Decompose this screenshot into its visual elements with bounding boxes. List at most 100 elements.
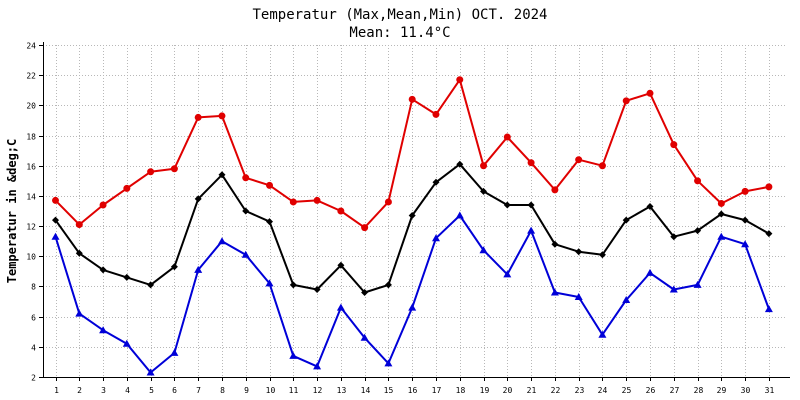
data-point-min (479, 246, 488, 254)
data-point-mean (266, 218, 273, 226)
y-tick-label: 10 (26, 253, 36, 262)
x-tick-label: 13 (337, 386, 347, 395)
x-tick-label: 16 (408, 386, 418, 395)
data-point-min (717, 232, 726, 240)
x-tick-label: 9 (244, 386, 249, 395)
data-point-min (99, 326, 108, 334)
data-point-min (384, 359, 393, 367)
data-point-min (764, 305, 773, 313)
chart-subtitle: Mean: 11.4°C (349, 25, 450, 41)
data-point-min (622, 296, 631, 303)
data-point-max (670, 141, 678, 149)
x-tick-label: 30 (741, 386, 751, 395)
data-point-max (313, 196, 321, 204)
data-point-max (741, 187, 749, 195)
data-point-mean (694, 227, 702, 235)
data-point-max (242, 174, 250, 182)
data-point-mean (242, 207, 250, 215)
series-layer (51, 76, 773, 376)
y-tick-label: 20 (26, 102, 36, 111)
data-point-max (266, 181, 274, 189)
data-point-max (575, 156, 583, 164)
data-point-max (337, 207, 345, 215)
data-point-max (694, 177, 702, 185)
x-tick-label: 4 (125, 386, 130, 395)
data-point-min (75, 309, 84, 317)
y-tick-label: 14 (26, 193, 36, 202)
x-tick-label: 10 (266, 386, 276, 395)
data-point-max (384, 198, 392, 206)
data-point-max (622, 97, 630, 105)
data-point-mean (123, 273, 131, 281)
data-point-mean (622, 216, 630, 224)
x-tick-label: 18 (456, 386, 466, 395)
x-tick-label: 31 (765, 386, 775, 395)
x-tick-label: 29 (717, 386, 727, 395)
x-tick-label: 27 (670, 386, 680, 395)
data-point-max (456, 76, 464, 84)
x-tick-label: 20 (503, 386, 513, 395)
data-point-min (51, 232, 60, 240)
x-tick-label: 14 (361, 386, 371, 395)
x-tick-label: 22 (551, 386, 561, 395)
data-point-min (170, 348, 179, 356)
y-tick-label: 6 (31, 314, 36, 323)
data-point-min (574, 293, 583, 300)
data-point-max (361, 224, 369, 232)
x-tick-label: 19 (480, 386, 490, 395)
data-point-max (99, 201, 107, 209)
data-point-max (717, 199, 725, 207)
data-point-max (527, 159, 535, 167)
data-point-mean (741, 216, 749, 224)
data-point-max (123, 184, 131, 192)
x-tick-label: 5 (149, 386, 154, 395)
data-point-min (194, 265, 203, 273)
data-point-max (598, 162, 606, 170)
data-point-min (598, 330, 607, 338)
x-tick-label: 6 (172, 386, 177, 395)
data-point-mean (480, 187, 487, 195)
data-point-mean (194, 195, 202, 203)
data-point-mean (147, 281, 155, 289)
x-tick-label: 3 (101, 386, 106, 395)
data-point-mean (575, 248, 583, 256)
data-point-mean (218, 171, 226, 179)
y-tick-label: 24 (26, 42, 36, 51)
data-point-max (75, 221, 83, 229)
data-point-min (122, 339, 131, 347)
x-tick-label: 8 (220, 386, 225, 395)
x-tick-label: 28 (694, 386, 704, 395)
y-tick-label: 16 (26, 163, 36, 172)
data-point-min (146, 368, 155, 376)
x-tick-label: 12 (313, 386, 323, 395)
data-point-min (313, 362, 322, 370)
data-point-min (336, 303, 345, 311)
data-point-mean (432, 178, 440, 186)
y-tick-label: 8 (31, 283, 36, 292)
y-tick-label: 2 (31, 374, 36, 383)
data-point-mean (170, 263, 178, 271)
data-point-min (360, 333, 369, 341)
data-point-mean (313, 286, 321, 293)
x-tick-label: 25 (622, 386, 632, 395)
data-point-max (170, 165, 178, 173)
data-point-mean (337, 261, 345, 269)
data-point-mean (384, 281, 392, 289)
x-tick-label: 21 (527, 386, 537, 395)
x-tick-label: 2 (77, 386, 82, 395)
data-point-mean (99, 266, 107, 274)
data-point-mean (527, 201, 535, 209)
data-point-mean (646, 203, 654, 210)
data-point-max (646, 89, 654, 97)
y-tick-label: 12 (26, 223, 36, 232)
x-tick-label: 7 (196, 386, 201, 395)
x-tick-label: 1 (54, 386, 59, 395)
data-point-max (194, 113, 202, 121)
data-point-min (265, 279, 274, 287)
data-point-min (408, 303, 417, 311)
data-point-mean (670, 233, 678, 241)
x-tick-label: 26 (646, 386, 656, 395)
